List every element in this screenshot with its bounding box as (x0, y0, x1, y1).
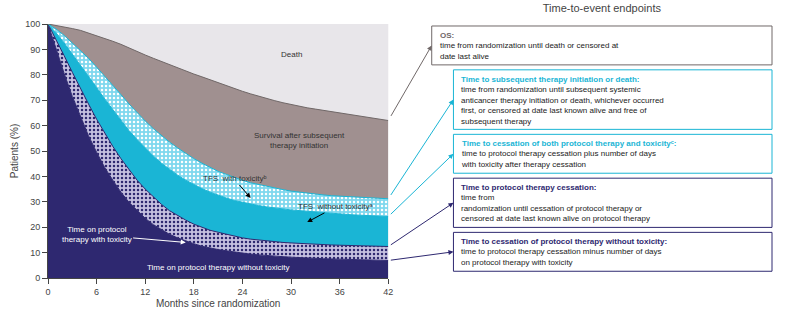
svg-text:30: 30 (286, 287, 296, 297)
svg-text:40: 40 (30, 172, 40, 182)
svg-text:90: 90 (30, 45, 40, 55)
svg-text:Time on protocoltherapy with t: Time on protocoltherapy with toxicity (62, 225, 132, 244)
svg-text:Death: Death (281, 50, 302, 59)
svg-text:TFS without toxicityᵃ: TFS without toxicityᵃ (298, 202, 374, 211)
svg-text:30: 30 (30, 197, 40, 207)
svg-text:Months since randomization: Months since randomization (156, 298, 281, 309)
svg-text:10: 10 (30, 248, 40, 258)
svg-text:20: 20 (30, 222, 40, 232)
svg-text:12: 12 (140, 287, 150, 297)
svg-text:70: 70 (30, 95, 40, 105)
svg-text:50: 50 (30, 146, 40, 156)
svg-text:18: 18 (189, 287, 199, 297)
svg-text:Time on protocol therapy witho: Time on protocol therapy without toxicit… (147, 263, 289, 272)
svg-text:6: 6 (94, 287, 99, 297)
svg-text:36: 36 (335, 287, 345, 297)
svg-text:0: 0 (35, 273, 40, 283)
svg-text:Time to cessation of both prot: Time to cessation of both protocol thera… (461, 139, 676, 169)
svg-text:Time to cessation of protocol: Time to cessation of protocol therapy wi… (461, 237, 667, 267)
svg-text:80: 80 (30, 70, 40, 80)
svg-text:Time to protocol therapy cessa: Time to protocol therapy cessation:time … (461, 183, 650, 223)
svg-text:0: 0 (45, 287, 50, 297)
svg-text:24: 24 (237, 287, 247, 297)
svg-text:OS:time from randomization unt: OS:time from randomization until death o… (440, 31, 619, 61)
svg-text:Survival after subsequentthera: Survival after subsequenttherapy initiat… (254, 131, 345, 150)
svg-text:Time to subsequent therapy ini: Time to subsequent therapy initiation or… (461, 75, 664, 126)
svg-text:TFS with toxicityᵇ: TFS with toxicityᵇ (203, 174, 266, 183)
svg-text:Patients (%): Patients (%) (9, 124, 20, 178)
svg-text:Time-to-event endpoints: Time-to-event endpoints (543, 2, 662, 14)
svg-text:100: 100 (25, 19, 40, 29)
svg-text:42: 42 (383, 287, 393, 297)
svg-text:60: 60 (30, 121, 40, 131)
